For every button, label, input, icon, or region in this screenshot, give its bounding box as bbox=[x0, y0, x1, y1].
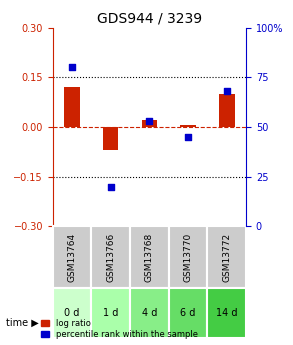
FancyBboxPatch shape bbox=[130, 288, 169, 338]
Point bbox=[186, 134, 190, 140]
Text: 14 d: 14 d bbox=[216, 308, 238, 318]
Text: GSM13770: GSM13770 bbox=[184, 233, 193, 282]
FancyBboxPatch shape bbox=[53, 288, 91, 338]
FancyBboxPatch shape bbox=[207, 226, 246, 288]
Point bbox=[147, 118, 152, 124]
FancyBboxPatch shape bbox=[91, 226, 130, 288]
FancyBboxPatch shape bbox=[207, 288, 246, 338]
Text: GSM13764: GSM13764 bbox=[68, 233, 76, 282]
Text: 4 d: 4 d bbox=[142, 308, 157, 318]
Title: GDS944 / 3239: GDS944 / 3239 bbox=[97, 11, 202, 25]
FancyBboxPatch shape bbox=[169, 226, 207, 288]
Bar bbox=[219, 94, 234, 127]
Text: 6 d: 6 d bbox=[180, 308, 196, 318]
Point bbox=[70, 65, 74, 70]
Text: GSM13772: GSM13772 bbox=[222, 233, 231, 282]
Bar bbox=[64, 87, 80, 127]
Legend: log ratio, percentile rank within the sample: log ratio, percentile rank within the sa… bbox=[39, 317, 200, 341]
Point bbox=[108, 184, 113, 189]
Bar bbox=[103, 127, 118, 150]
Text: 1 d: 1 d bbox=[103, 308, 118, 318]
FancyBboxPatch shape bbox=[91, 288, 130, 338]
FancyBboxPatch shape bbox=[53, 226, 91, 288]
FancyBboxPatch shape bbox=[130, 226, 169, 288]
Text: GSM13768: GSM13768 bbox=[145, 233, 154, 282]
Bar bbox=[180, 125, 196, 127]
Text: 0 d: 0 d bbox=[64, 308, 80, 318]
Text: time ▶: time ▶ bbox=[6, 318, 39, 327]
Text: GSM13766: GSM13766 bbox=[106, 233, 115, 282]
Bar bbox=[142, 120, 157, 127]
Point bbox=[224, 88, 229, 94]
FancyBboxPatch shape bbox=[169, 288, 207, 338]
